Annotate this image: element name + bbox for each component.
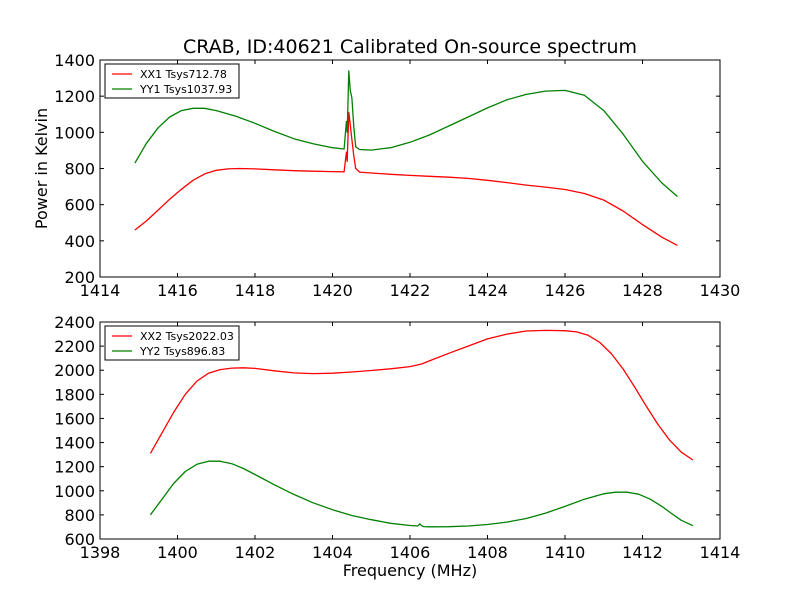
legend-label-yy2: YY2 Tsys896.83 (139, 345, 225, 358)
x-tick-label: 1422 (390, 281, 431, 300)
x-tick-label: 1424 (467, 281, 508, 300)
y-tick-label: 2400 (54, 313, 95, 332)
series-lines (149, 329, 694, 528)
series-lines (134, 70, 678, 246)
y-tick-label: 1600 (54, 409, 95, 428)
y-tick-label: 1200 (54, 87, 95, 106)
y-tick-label: 800 (64, 506, 95, 525)
y-tick-label: 600 (64, 196, 95, 215)
y-tick-label: 1400 (54, 434, 95, 453)
series-line-xx2 (149, 329, 694, 461)
x-tick-label: 1412 (622, 543, 663, 562)
x-axis-label: Frequency (MHz) (343, 561, 477, 580)
x-tick-label: 1400 (157, 543, 198, 562)
tick-group: 1414 1416 1418 1420 1422 1424 1426 1428 1430 200 4… (54, 51, 740, 300)
chart-title: CRAB, ID:40621 Calibrated On-source spec… (183, 36, 637, 58)
x-tick-label: 1414 (700, 543, 741, 562)
legend-label-xx1: XX1 Tsys712.78 (140, 68, 227, 81)
y-tick-label: 400 (64, 232, 95, 251)
x-tick-label: 1420 (312, 281, 353, 300)
legend-box (104, 325, 240, 361)
x-tick-label: 1408 (467, 543, 508, 562)
y-tick-label: 1400 (54, 51, 95, 70)
y-tick-label: 2000 (54, 361, 95, 380)
x-tick-label: 1428 (622, 281, 663, 300)
legend-box (104, 63, 240, 99)
x-tick-label: 1402 (235, 543, 276, 562)
x-tick-label: 1398 (80, 543, 121, 562)
lower-plot: 1398 1400 1402 1404 1406 1408 1410 1412 1414 600 8… (54, 313, 740, 580)
series-line-xx1 (134, 111, 678, 246)
y-tick-label: 1000 (54, 123, 95, 142)
x-tick-label: 1410 (545, 543, 586, 562)
x-tick-label: 1414 (80, 281, 121, 300)
series-line-yy2 (149, 460, 694, 528)
x-tick-label: 1416 (157, 281, 198, 300)
y-tick-label: 1000 (54, 482, 95, 501)
y-tick-label: 2200 (54, 337, 95, 356)
x-tick-label: 1426 (545, 281, 586, 300)
y-tick-label: 800 (64, 160, 95, 179)
x-tick-label: 1404 (312, 543, 353, 562)
legend-label-xx2: XX2 Tsys2022.03 (140, 330, 234, 343)
y-tick-label: 600 (64, 530, 95, 549)
upper-plot: 1414 1416 1418 1420 1422 1424 1426 1428 1430 200 4… (32, 51, 740, 300)
y-tick-label: 200 (64, 268, 95, 287)
y-tick-label: 1800 (54, 385, 95, 404)
x-tick-label: 1406 (390, 543, 431, 562)
y-axis-label: Power in Kelvin (32, 108, 51, 229)
legend: XX1 Tsys712.78 YY1 Tsys1037.93 (104, 63, 240, 99)
y-tick-label: 1200 (54, 458, 95, 477)
series-line-yy1 (134, 70, 678, 197)
x-tick-label: 1430 (700, 281, 741, 300)
tick-group: 1398 1400 1402 1404 1406 1408 1410 1412 1414 600 8… (54, 313, 740, 562)
x-tick-label: 1418 (235, 281, 276, 300)
legend: XX2 Tsys2022.03 YY2 Tsys896.83 (104, 325, 240, 361)
legend-label-yy1: YY1 Tsys1037.93 (139, 83, 232, 96)
